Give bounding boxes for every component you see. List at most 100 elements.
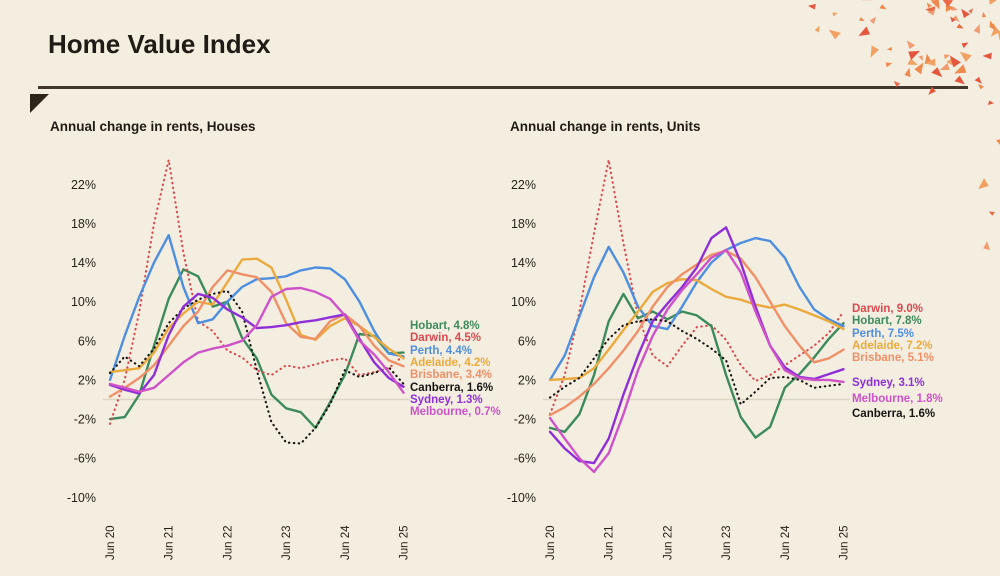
y-axis-tick-label: 18%: [511, 217, 536, 231]
legend-entry-perth: Perth, 4.4%: [410, 344, 472, 357]
x-axis-tick-label: Jun 24: [780, 525, 792, 560]
title-rule-divider: [38, 86, 968, 89]
decor-triangle: [956, 23, 964, 29]
y-axis-tick-label: -2%: [74, 413, 96, 427]
decor-triangle: [870, 45, 879, 58]
x-axis-tick-label: Jun 24: [340, 525, 352, 560]
decor-triangle: [982, 52, 992, 60]
y-axis-tick-label: 14%: [71, 256, 96, 270]
y-axis-tick-label: 10%: [511, 295, 536, 309]
decor-triangle: [961, 8, 970, 19]
x-axis-tick-label: Jun 23: [281, 525, 293, 560]
legend-entry-hobart: Hobart, 4.8%: [410, 320, 480, 332]
y-axis-tick-label: 6%: [518, 334, 536, 348]
x-axis-tick-label: Jun 20: [105, 525, 117, 560]
legend-entry-darwin: Darwin, 9.0%: [852, 303, 923, 315]
decor-triangles: [807, 0, 1000, 250]
y-axis-tick-label: 2%: [78, 373, 96, 387]
chart-title-units: Annual change in rents, Units: [510, 119, 701, 134]
y-axis-tick-label: 18%: [71, 217, 96, 231]
decor-triangle: [858, 17, 865, 22]
decor-triangle: [879, 4, 887, 10]
decor-triangle: [988, 100, 994, 105]
y-axis-tick-label: -10%: [67, 491, 96, 505]
decor-triangle: [893, 80, 901, 87]
legend-entry-canberra: Canberra, 1.6%: [852, 408, 936, 420]
page-title: Home Value Index: [48, 29, 271, 60]
decor-triangle: [925, 58, 936, 67]
x-axis-tick-label: Jun 21: [164, 525, 176, 560]
y-axis-tick-label: 6%: [78, 334, 96, 348]
series-line-perth: [548, 236, 845, 382]
x-axis-tick-label: Jun 23: [721, 525, 733, 560]
legend-entry-melbourne: Melbourne, 1.8%: [852, 392, 943, 405]
legend-entry-brisbane: Brisbane, 5.1%: [852, 352, 934, 365]
decor-triangle: [928, 86, 936, 95]
series-line-adelaide: [108, 257, 405, 374]
decor-triangle: [832, 12, 838, 17]
y-axis-tick-label: 22%: [511, 178, 536, 192]
decor-triangle: [954, 64, 967, 74]
decor-triangle: [914, 62, 924, 75]
legend-entry-sydney: Sydney, 3.1%: [852, 377, 925, 389]
series-line-canberra: [108, 289, 405, 445]
decor-triangle: [997, 30, 1000, 41]
decor-triangle: [904, 67, 911, 78]
decor-triangle: [931, 67, 943, 78]
legend-entry-melbourne: Melbourne, 0.7%: [410, 406, 501, 419]
decor-triangle: [950, 16, 956, 23]
decor-triangle: [951, 15, 960, 22]
flag-triangle-marker: [30, 94, 49, 113]
legend-entry-perth: Perth, 7.5%: [852, 327, 914, 340]
series-line-melbourne: [548, 248, 845, 474]
decor-triangle: [988, 211, 995, 216]
series-line-perth: [108, 234, 405, 382]
x-axis-tick-label: Jun 22: [222, 525, 234, 560]
decor-triangle: [828, 29, 841, 40]
decor-triangle: [949, 55, 961, 68]
decor-triangle: [807, 3, 816, 10]
decor-triangle: [968, 8, 974, 14]
series-line-melbourne: [108, 286, 405, 394]
decor-triangle: [858, 26, 871, 36]
decor-triangle: [906, 40, 916, 49]
series-line-darwin: [108, 158, 405, 425]
decor-triangle: [908, 50, 921, 60]
decor-triangle: [983, 241, 990, 250]
decor-triangle: [927, 10, 935, 16]
decor-triangle: [977, 84, 984, 90]
series-line-adelaide: [548, 278, 845, 382]
legend-entry-adelaide: Adelaide, 7.2%: [852, 339, 933, 352]
x-axis-tick-label: Jun 25: [839, 525, 851, 560]
decor-triangle: [989, 23, 997, 32]
decor-triangle: [907, 58, 918, 65]
y-axis-tick-label: 10%: [71, 295, 96, 309]
x-axis-tick-label: Jun 21: [604, 525, 616, 560]
y-axis-tick-label: 2%: [518, 373, 536, 387]
decor-triangle: [869, 16, 877, 25]
series-line-darwin: [548, 158, 845, 416]
y-axis-tick-label: -10%: [507, 491, 536, 505]
legend-entry-brisbane: Brisbane, 3.4%: [410, 369, 492, 382]
series-line-hobart: [548, 292, 845, 439]
decor-triangle: [814, 25, 820, 33]
legend-entry-darwin: Darwin, 4.5%: [410, 332, 481, 345]
y-axis-tick-label: -2%: [514, 413, 536, 427]
decor-triangle: [978, 178, 989, 190]
series-line-canberra: [548, 318, 845, 406]
decor-triangle: [941, 0, 954, 8]
legend-entry-hobart: Hobart, 7.8%: [852, 315, 922, 328]
x-axis-tick-label: Jun 22: [662, 525, 674, 560]
decor-triangle: [943, 54, 951, 60]
legend-entry-sydney: Sydney, 1.3%: [410, 393, 483, 406]
decor-triangle: [973, 23, 980, 34]
decor-triangle: [862, 0, 872, 1]
decor-triangle: [988, 0, 997, 5]
decor-triangle: [939, 62, 950, 71]
legend-entry-canberra: Canberra, 1.6%: [410, 381, 494, 394]
y-axis-tick-label: -6%: [74, 452, 96, 466]
x-axis-tick-label: Jun 20: [545, 525, 557, 560]
x-axis-tick-label: Jun 25: [399, 525, 411, 560]
decor-triangle: [931, 0, 940, 10]
